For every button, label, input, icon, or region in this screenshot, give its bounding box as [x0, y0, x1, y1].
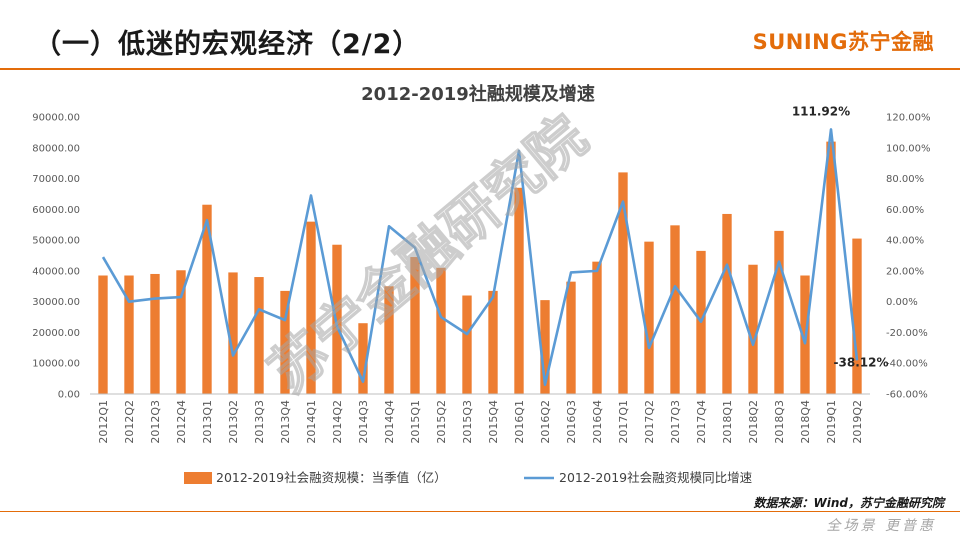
- x-tick-label: 2016Q3: [565, 400, 578, 444]
- left-tick-label: 40000.00: [32, 266, 80, 277]
- bar: [566, 281, 576, 394]
- bar: [358, 323, 368, 394]
- bar: [332, 244, 342, 394]
- x-tick-label: 2017Q4: [695, 400, 708, 444]
- bar: [826, 141, 836, 394]
- bar: [124, 275, 134, 394]
- x-tick-label: 2019Q1: [825, 400, 838, 444]
- right-tick-label: 60.00%: [886, 205, 924, 216]
- bar: [228, 272, 238, 394]
- bar: [670, 225, 680, 394]
- right-tick-label: -20.00%: [886, 328, 928, 339]
- left-tick-label: 50000.00: [32, 236, 80, 247]
- right-tick-label: 20.00%: [886, 266, 924, 277]
- left-tick-label: 10000.00: [32, 359, 80, 370]
- x-tick-label: 2014Q2: [331, 400, 344, 444]
- legend: 2012-2019社会融资规模：当季值（亿） 2012-2019社会融资规模同比…: [184, 470, 753, 485]
- left-tick-label: 70000.00: [32, 174, 80, 185]
- source-note: 数据来源：Wind，苏宁金融研究院: [753, 496, 944, 510]
- x-tick-label: 2012Q4: [175, 400, 188, 444]
- data-labels: 111.92% -38.12%: [792, 104, 889, 369]
- x-tick-label: 2018Q1: [721, 400, 734, 444]
- data-label: -38.12%: [834, 355, 889, 369]
- x-tick-label: 2018Q4: [799, 400, 812, 444]
- x-tick-label: 2015Q4: [487, 400, 500, 444]
- bar: [514, 187, 524, 394]
- header-divider: [0, 68, 960, 70]
- right-tick-label: 40.00%: [886, 236, 924, 247]
- bar: [462, 295, 472, 394]
- x-tick-label: 2017Q1: [617, 400, 630, 444]
- x-tick-label: 2017Q2: [643, 400, 656, 444]
- bar-series: [98, 141, 862, 394]
- bar: [722, 213, 732, 394]
- right-axis: -60.00% -40.00% -20.00% 0.00% 20.00% 40.00% 60…: [886, 113, 931, 401]
- left-tick-label: 30000.00: [32, 297, 80, 308]
- bar: [176, 270, 186, 394]
- x-tick-label: 2018Q3: [773, 400, 786, 444]
- bar: [202, 204, 212, 394]
- footer-slogan: 全场景 更普惠: [826, 518, 936, 534]
- bar: [254, 277, 264, 394]
- right-tick-label: 120.00%: [886, 113, 931, 124]
- right-tick-label: 80.00%: [886, 174, 924, 185]
- x-tick-label: 2015Q1: [409, 400, 422, 444]
- bar: [488, 290, 498, 394]
- left-tick-label: 0.00: [58, 390, 80, 401]
- left-axis: 0.00 10000.00 20000.00 30000.00 40000.00 5000…: [32, 113, 80, 401]
- data-label: 111.92%: [792, 104, 850, 118]
- x-tick-label: 2017Q3: [669, 400, 682, 444]
- x-tick-label: 2013Q4: [279, 400, 292, 444]
- x-tick-label: 2018Q2: [747, 400, 760, 444]
- bar: [618, 172, 628, 394]
- left-tick-label: 60000.00: [32, 205, 80, 216]
- x-axis: 2012Q1 2012Q2 2012Q3 2012Q4 2013Q1 2013Q2 2013…: [97, 400, 864, 444]
- x-tick-label: 2016Q2: [539, 400, 552, 444]
- legend-line-label: 2012-2019社会融资规模同比增速: [559, 470, 753, 485]
- bar: [384, 286, 394, 394]
- x-tick-label: 2012Q1: [97, 400, 110, 444]
- left-tick-label: 90000.00: [32, 113, 80, 124]
- bar: [540, 300, 550, 394]
- x-tick-label: 2014Q1: [305, 400, 318, 444]
- right-tick-label: -60.00%: [886, 390, 928, 401]
- x-tick-label: 2012Q2: [123, 400, 136, 444]
- right-tick-label: 0.00%: [886, 297, 918, 308]
- bar: [280, 290, 290, 394]
- bar: [644, 241, 654, 394]
- legend-bar-swatch: [184, 472, 212, 484]
- x-tick-label: 2013Q3: [253, 400, 266, 444]
- x-tick-label: 2013Q1: [201, 400, 214, 444]
- bar: [592, 261, 602, 394]
- growth-line: [101, 128, 859, 387]
- bar: [150, 273, 160, 394]
- bar: [410, 257, 420, 394]
- x-tick-label: 2013Q2: [227, 400, 240, 444]
- right-tick-label: 100.00%: [886, 143, 931, 154]
- bar: [306, 221, 316, 394]
- x-tick-label: 2015Q3: [461, 400, 474, 444]
- brand-logo: SUNING苏宁金融: [752, 30, 934, 54]
- x-tick-label: 2016Q4: [591, 400, 604, 444]
- x-tick-label: 2016Q1: [513, 400, 526, 444]
- x-tick-label: 2014Q3: [357, 400, 370, 444]
- left-tick-label: 80000.00: [32, 143, 80, 154]
- left-tick-label: 20000.00: [32, 328, 80, 339]
- bar: [852, 238, 862, 394]
- x-tick-label: 2012Q3: [149, 400, 162, 444]
- chart-title: 2012-2019社融规模及增速: [361, 83, 595, 105]
- bar: [98, 275, 108, 394]
- legend-bar-label: 2012-2019社会融资规模：当季值（亿）: [216, 470, 447, 485]
- right-tick-label: -40.00%: [886, 359, 928, 370]
- bar: [748, 264, 758, 394]
- bar: [774, 230, 784, 394]
- bar: [436, 267, 446, 394]
- x-tick-label: 2014Q4: [383, 400, 396, 444]
- x-tick-label: 2015Q2: [435, 400, 448, 444]
- x-tick-label: 2019Q2: [851, 400, 864, 444]
- page-title: （一）低迷的宏观经济（2/2）: [34, 29, 421, 60]
- footer-divider: [0, 511, 960, 512]
